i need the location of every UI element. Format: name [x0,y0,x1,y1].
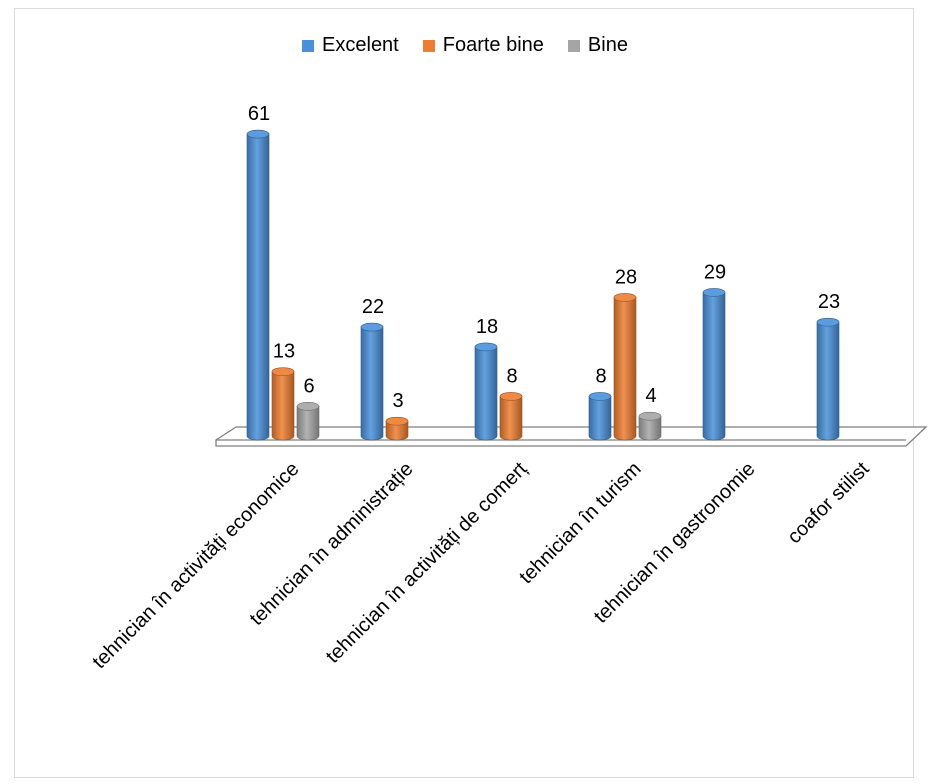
bar-top [613,293,637,302]
category-label: coafor stilist [783,458,874,549]
bar-excelent-6 [816,317,840,441]
bar-foarte-bine-3 [499,392,523,441]
bar-top [816,317,840,327]
bar-top [588,392,612,401]
category-label: tehnician în turism [515,458,645,588]
bar-body [588,396,612,441]
value-label: 4 [645,385,656,407]
legend-label-foarte-bine: Foarte bine [442,34,544,56]
legend-swatch-bine [567,39,580,52]
bar-top [271,367,295,376]
legend-item-foarte-bine: Foarte bine [422,34,544,57]
bar-top [499,392,523,401]
chart-frame [14,8,914,778]
legend-item-bine: Bine [567,34,628,57]
bar-foarte-bine-1 [271,367,295,441]
value-label: 6 [303,375,314,397]
legend-swatch-foarte-bine [422,39,435,52]
bar-top [702,288,726,297]
value-label: 28 [615,266,637,288]
bar-top [296,401,320,411]
bar-body [474,346,498,441]
bar-excelent-5 [702,288,726,441]
value-labels: 61 13 6 22 3 18 8 8 28 4 29 23 [248,103,840,412]
bar-bine-1 [296,401,320,441]
bar-body [702,292,726,441]
bar-body [613,297,637,441]
bar-top [246,129,270,139]
bar-body [246,133,270,441]
legend-label-excelent: Excelent [322,34,399,56]
legend-item-excelent: Excelent [302,34,399,57]
bar-excelent-1 [246,129,270,441]
bar-body [638,415,662,441]
bar-body [360,326,384,441]
value-label: 61 [248,103,270,125]
value-label: 13 [273,341,295,363]
bar-body [385,420,409,441]
bar-foarte-bine-2 [385,416,409,441]
bar-body [271,371,295,441]
legend: Excelent Foarte bine Bine [0,34,930,57]
value-label: 29 [704,261,726,283]
bar-excelent-2 [360,322,384,441]
value-label: 23 [818,291,840,313]
bar-body [499,396,523,441]
category-labels: tehnician în activități economicetehnici… [88,458,874,674]
bar-body [816,321,840,441]
bar-excelent-3 [474,342,498,441]
category-label: tehnician în activități de comerț [322,458,532,668]
value-label: 18 [476,316,498,338]
category-label: tehnician în activități economice [88,458,303,673]
legend-label-bine: Bine [587,34,628,56]
legend-swatch-excelent [302,39,315,52]
value-label: 8 [506,365,517,387]
bar-body [296,406,320,441]
bar-top [360,322,384,332]
bar-top [638,411,662,421]
bars [246,129,840,441]
value-label: 8 [595,365,606,387]
value-label: 22 [362,296,384,318]
value-label: 3 [392,390,403,412]
bar-top [385,416,409,426]
bar-foarte-bine-4 [613,293,637,441]
bar-top [474,342,498,352]
bar-bine-4 [638,411,662,441]
bar-excelent-4 [588,392,612,441]
